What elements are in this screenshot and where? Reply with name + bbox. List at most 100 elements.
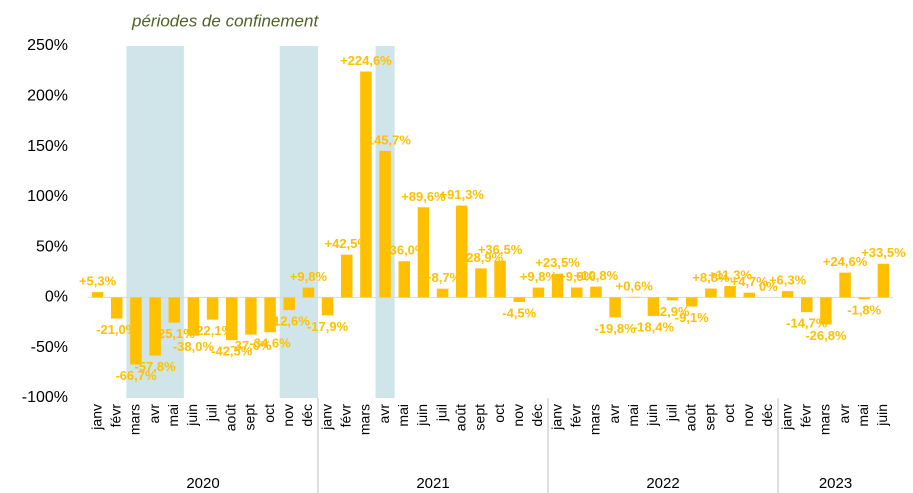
x-tick-label: mars — [817, 404, 833, 435]
bar — [609, 297, 621, 318]
bar — [360, 71, 372, 298]
bar — [858, 297, 870, 300]
lockdown-band — [279, 46, 318, 398]
bar — [187, 297, 200, 336]
bar — [206, 297, 219, 320]
value-label: -34,6% — [249, 336, 291, 351]
annotation: périodes de confinement — [131, 11, 319, 30]
x-tick-label: mai — [165, 404, 181, 427]
year-label: 2023 — [819, 475, 852, 492]
value-label: -17,9% — [307, 319, 349, 334]
x-tick-label: juin — [874, 404, 890, 427]
value-label: -26,8% — [805, 328, 847, 343]
x-tick-label: janv — [318, 404, 334, 431]
x-tick-label: mai — [625, 404, 641, 427]
x-tick-label: avr — [836, 404, 852, 424]
bar — [149, 297, 161, 356]
bar — [571, 287, 583, 298]
value-label: +42,5% — [325, 236, 370, 251]
x-tick-label: oct — [491, 404, 507, 423]
x-tick-label: janv — [778, 404, 794, 431]
bar — [513, 297, 525, 302]
bar — [456, 205, 468, 298]
bar — [647, 297, 660, 316]
value-label: +9,8% — [290, 269, 328, 284]
bar — [417, 207, 430, 298]
x-tick-label: déc — [759, 404, 775, 427]
x-tick-label: avr — [146, 404, 162, 424]
y-tick-label: -50% — [31, 339, 68, 356]
x-tick-label: nov — [510, 404, 526, 427]
value-label: -19,8% — [594, 321, 636, 336]
x-tick-label: juil — [203, 404, 219, 422]
bar — [877, 263, 890, 298]
bar — [820, 297, 832, 325]
value-label: +10,8% — [574, 268, 619, 283]
bar — [839, 272, 851, 298]
year-label: 2020 — [186, 475, 219, 492]
value-label: -37,0% — [230, 338, 272, 353]
value-label: -21,0% — [96, 322, 138, 337]
x-tick-label: déc — [529, 404, 545, 427]
bar — [475, 268, 487, 298]
value-label: +4,7% — [731, 274, 769, 289]
value-label: +224,6% — [340, 53, 392, 68]
bar — [801, 297, 813, 313]
value-label: +33,5% — [861, 245, 906, 260]
year-label: 2021 — [416, 475, 449, 492]
x-tick-label: oct — [721, 404, 737, 423]
bar — [168, 297, 180, 323]
x-tick-label: juin — [644, 404, 660, 427]
x-tick-label: mai — [395, 404, 411, 427]
value-label: +9,9% — [558, 269, 596, 284]
value-label: -25,1% — [154, 326, 196, 341]
x-tick-label: mars — [127, 404, 143, 435]
bar — [781, 291, 794, 298]
bar — [245, 297, 257, 335]
y-tick-label: 50% — [36, 238, 68, 255]
bar — [379, 150, 391, 298]
x-tick-label: juin — [184, 404, 200, 427]
bar — [590, 286, 602, 298]
y-tick-label: 250% — [27, 37, 68, 54]
value-label: +36,0% — [382, 243, 427, 258]
x-tick-label: sept — [702, 404, 718, 431]
value-label: +145,7% — [359, 132, 411, 147]
value-label: +89,6% — [401, 189, 446, 204]
bar — [264, 297, 276, 333]
x-tick-label: mars — [587, 404, 603, 435]
x-tick-label: févr — [797, 404, 813, 428]
value-label: +8,8% — [692, 270, 730, 285]
y-tick-label: 200% — [27, 88, 68, 105]
value-label: +24,6% — [823, 254, 868, 269]
value-label: -4,5% — [502, 305, 536, 320]
x-tick-label: juil — [433, 404, 449, 422]
bar — [321, 297, 334, 316]
value-label: -18,4% — [633, 319, 675, 334]
x-tick-label: nov — [740, 404, 756, 427]
x-tick-label: févr — [337, 404, 353, 428]
x-tick-label: mars — [357, 404, 373, 435]
bar — [341, 254, 353, 298]
bar — [436, 288, 449, 298]
value-label: +11,3% — [708, 268, 752, 283]
x-tick-label: oct — [261, 404, 277, 423]
x-tick-label: févr — [567, 404, 583, 428]
bar — [724, 286, 736, 298]
value-label: +36,5% — [478, 242, 523, 257]
x-tick-label: août — [222, 404, 238, 431]
y-tick-label: 100% — [27, 188, 68, 205]
x-tick-label: févr — [107, 404, 123, 428]
value-label: -42,5% — [211, 344, 253, 359]
value-label: -57,8% — [134, 359, 176, 374]
value-label: +8,7% — [424, 270, 462, 285]
x-tick-label: sept — [472, 404, 488, 431]
bar — [494, 260, 506, 298]
value-label: -38,0% — [173, 339, 215, 354]
bar — [91, 292, 104, 298]
value-label: -12,6% — [269, 314, 311, 329]
y-tick-label: -100% — [22, 389, 68, 406]
bar — [551, 273, 564, 298]
bar — [398, 261, 410, 298]
